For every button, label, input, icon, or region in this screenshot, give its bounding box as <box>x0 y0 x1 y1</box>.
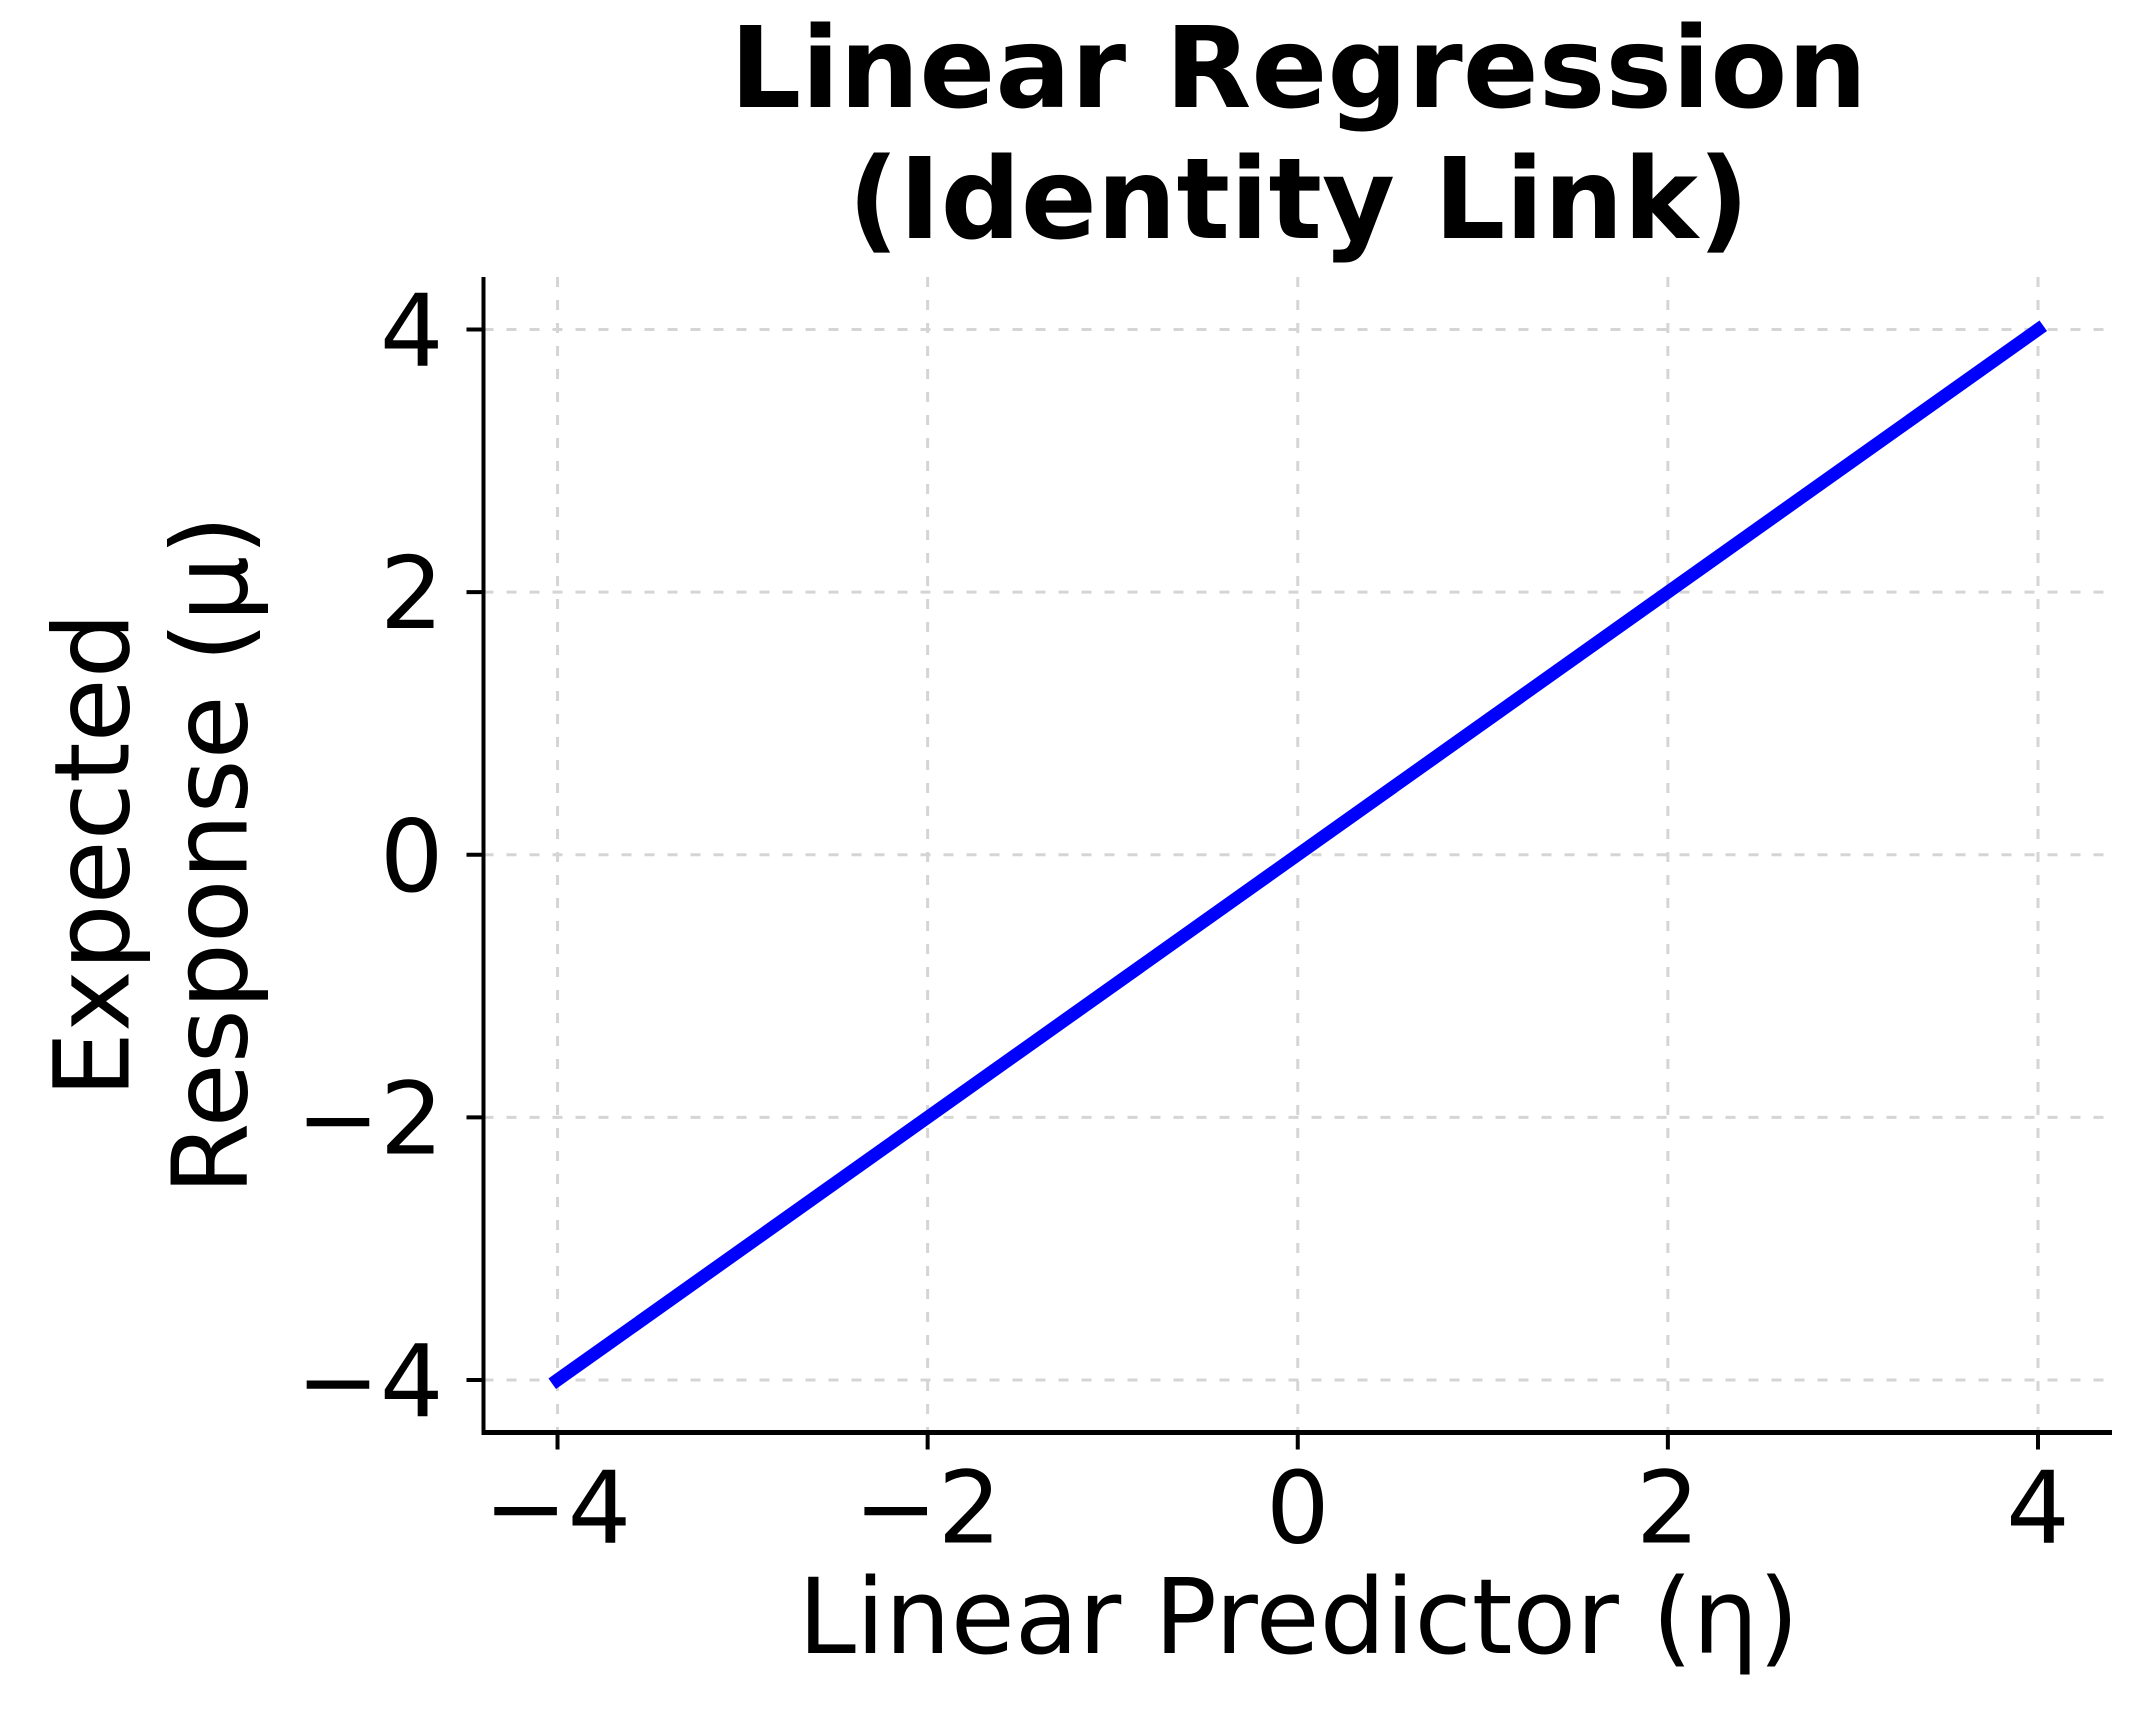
tick-label-layer: −4 −2 0 2 4 −4 −2 0 2 4 <box>296 273 2070 1567</box>
y-tick-label: 0 <box>380 798 444 915</box>
y-tick-label: 4 <box>380 273 444 390</box>
grid-layer <box>483 277 2112 1433</box>
chart-title-line-1: Linear Regression <box>729 4 1868 134</box>
y-axis-label: Expected Response (μ) <box>31 515 271 1195</box>
y-tick-label: 2 <box>380 535 444 652</box>
x-tick-label: −2 <box>854 1450 1001 1567</box>
x-tick-label: 2 <box>1636 1450 1700 1567</box>
series-layer <box>548 320 2048 1390</box>
chart-title-line-2: (Identity Link) <box>847 135 1750 266</box>
x-tick-label: −4 <box>484 1450 631 1567</box>
y-axis-label-line-1: Expected <box>31 612 154 1098</box>
y-tick-label: −2 <box>296 1060 443 1177</box>
chart-title: Linear Regression (Identity Link) <box>484 4 2113 266</box>
x-axis-label: Linear Predictor (η) <box>798 1556 1799 1678</box>
y-axis-label-line-2: Response (μ) <box>149 515 271 1195</box>
x-tick-label: 0 <box>1266 1450 1330 1567</box>
axes-layer <box>466 277 2112 1450</box>
regression-line <box>548 320 2048 1390</box>
y-tick-label: −4 <box>296 1323 443 1440</box>
x-tick-label: 4 <box>2006 1450 2070 1567</box>
